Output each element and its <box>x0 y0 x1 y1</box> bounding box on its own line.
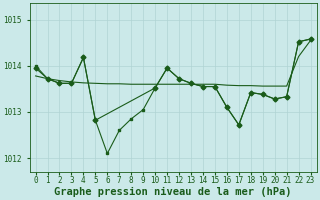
X-axis label: Graphe pression niveau de la mer (hPa): Graphe pression niveau de la mer (hPa) <box>54 186 292 197</box>
